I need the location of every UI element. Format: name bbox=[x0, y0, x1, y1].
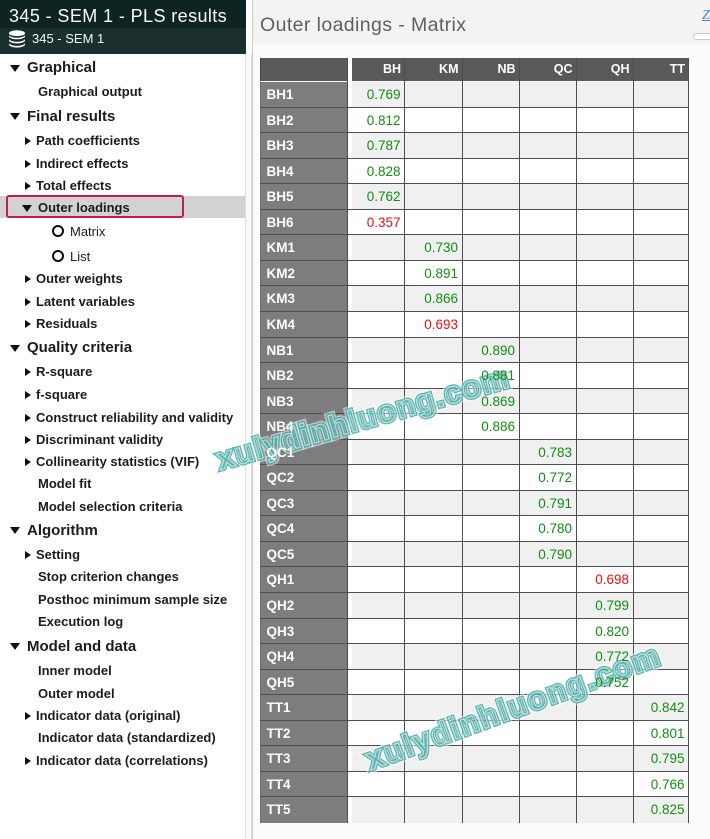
svg-text:xulydinhluong.com: xulydinhluong.com bbox=[212, 360, 512, 477]
